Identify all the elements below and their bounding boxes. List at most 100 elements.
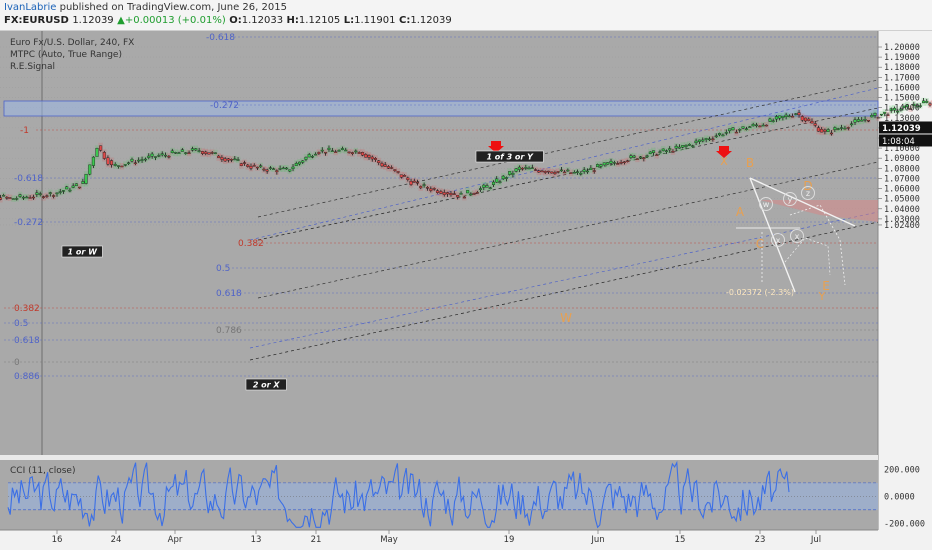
candle-body bbox=[681, 145, 685, 148]
candle-body bbox=[213, 152, 217, 154]
candle-body bbox=[48, 192, 52, 194]
candle-body bbox=[658, 151, 662, 153]
cci-line bbox=[7, 460, 790, 529]
candle-body bbox=[521, 167, 525, 170]
low-label: L: bbox=[343, 15, 355, 26]
chart-title: Euro Fx/U.S. Dollar, 240, FX bbox=[10, 38, 134, 48]
candle-body bbox=[255, 166, 259, 169]
candle-body bbox=[180, 149, 184, 152]
candle-body bbox=[416, 181, 420, 184]
channel-line bbox=[249, 211, 879, 349]
time-tick-label: 15 bbox=[675, 535, 686, 545]
sell-arrow-icon bbox=[716, 146, 732, 158]
candle-body bbox=[475, 192, 479, 194]
candle-body bbox=[88, 164, 92, 175]
candle-body bbox=[572, 172, 576, 174]
candle-body bbox=[569, 172, 573, 174]
candle-body bbox=[826, 129, 830, 132]
candle-body bbox=[704, 138, 708, 140]
candle-body bbox=[813, 123, 817, 126]
candle-body bbox=[721, 134, 725, 137]
price-tick-label: 1.07000 bbox=[884, 174, 920, 184]
candle-body bbox=[708, 138, 712, 141]
wave-2-label-box bbox=[245, 378, 287, 391]
candle-body bbox=[537, 170, 541, 173]
candle-body bbox=[711, 138, 715, 141]
candle-body bbox=[167, 155, 171, 158]
price-tick-label: 1.02400 bbox=[884, 221, 920, 231]
candle-body bbox=[582, 169, 586, 172]
candle-body bbox=[550, 171, 554, 174]
fib-level-label: 0.382 bbox=[238, 239, 264, 249]
candle-body bbox=[504, 177, 508, 179]
candle-body bbox=[768, 118, 772, 122]
candle-body bbox=[164, 154, 168, 157]
candle-body bbox=[800, 116, 804, 121]
price-tick-label: 1.20000 bbox=[884, 43, 920, 53]
candle-body bbox=[684, 145, 688, 147]
fib-level-label: 0.5 bbox=[14, 319, 28, 329]
countdown-tag bbox=[879, 134, 932, 147]
candle-body bbox=[153, 156, 157, 158]
candle-body bbox=[291, 166, 295, 169]
time-tick-label: Jul bbox=[810, 535, 821, 545]
candle-body bbox=[28, 197, 32, 199]
candle-body bbox=[71, 185, 75, 188]
price-axis[interactable] bbox=[878, 31, 932, 550]
candle-body bbox=[5, 197, 9, 199]
candle-body bbox=[748, 126, 752, 128]
candle-body bbox=[751, 124, 755, 127]
candle-body bbox=[886, 114, 890, 116]
close-value: 1.12039 bbox=[410, 15, 452, 26]
candle-body bbox=[133, 162, 137, 164]
candle-body bbox=[320, 149, 324, 152]
symbol-label[interactable]: FX:EURUSD bbox=[4, 15, 69, 26]
published-text: published on TradingView.com, June 26, 2… bbox=[59, 2, 287, 13]
price-tick-label: 1.04000 bbox=[884, 205, 920, 215]
candle-body bbox=[350, 152, 354, 155]
time-tick-label: Apr bbox=[168, 535, 183, 545]
time-axis[interactable] bbox=[0, 530, 932, 550]
candle-body bbox=[479, 188, 483, 191]
candle-body bbox=[239, 163, 243, 166]
candle-body bbox=[117, 165, 121, 167]
candle-body bbox=[804, 117, 808, 122]
last-price: 1.12039 bbox=[72, 15, 114, 26]
candle-body bbox=[922, 100, 926, 104]
candle-body bbox=[314, 153, 318, 156]
candle-body bbox=[298, 161, 302, 165]
countdown-label: 1:08:04 bbox=[882, 137, 915, 147]
candle-body bbox=[870, 115, 874, 118]
candle-body bbox=[65, 186, 69, 190]
candle-body bbox=[668, 148, 672, 151]
candle-body bbox=[184, 152, 188, 154]
candle-body bbox=[635, 158, 639, 160]
candle-body bbox=[330, 150, 334, 152]
price-tick-label: 1.18000 bbox=[884, 63, 920, 73]
candle-body bbox=[784, 114, 788, 117]
price-tick-label: 1.10000 bbox=[884, 144, 920, 154]
candle-body bbox=[160, 153, 164, 156]
candle-body bbox=[629, 155, 633, 158]
candle-body bbox=[589, 167, 593, 170]
subwave-y-label: y bbox=[788, 195, 793, 204]
cci-tick-label: 0.0000 bbox=[884, 492, 915, 502]
low-value: 1.11901 bbox=[354, 15, 396, 26]
high-label: H: bbox=[286, 15, 299, 26]
candle-body bbox=[652, 150, 656, 153]
candle-body bbox=[866, 120, 870, 122]
price-tick-label: 1.09000 bbox=[884, 154, 920, 164]
candle-body bbox=[606, 162, 610, 165]
candle-body bbox=[738, 129, 742, 131]
candle-body bbox=[820, 128, 824, 133]
author-link[interactable]: IvanLabrie bbox=[4, 2, 57, 13]
candle-body bbox=[361, 152, 365, 156]
close-label: C: bbox=[398, 15, 411, 26]
candle-body bbox=[143, 158, 147, 161]
fib-level-label: -1 bbox=[20, 126, 29, 136]
price-tick-label: 1.14000 bbox=[884, 104, 920, 114]
candle-body bbox=[377, 160, 381, 164]
current-price-tag bbox=[879, 121, 932, 134]
candle-body bbox=[928, 103, 932, 106]
